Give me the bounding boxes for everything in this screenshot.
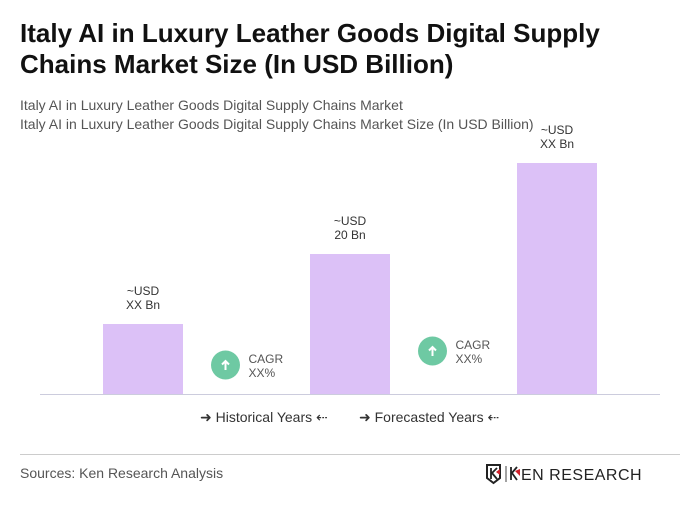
legend-label: Historical Years (215, 409, 313, 425)
data-label: XX Bn (126, 298, 160, 312)
data-label: XX Bn (540, 137, 574, 151)
bar (310, 254, 390, 394)
bar (103, 324, 183, 394)
arrow-right-icon: ➜ (359, 409, 371, 425)
source-text: Sources: Ken Research Analysis (20, 465, 224, 481)
cagr-label: XX% (249, 366, 276, 380)
cagr-label: CAGR (456, 338, 491, 352)
data-label: ~USD (334, 214, 367, 228)
bar (517, 163, 597, 394)
arrow-right-icon: ➜ (200, 409, 212, 425)
cagr-label: CAGR (249, 352, 284, 366)
data-label: 20 Bn (334, 228, 365, 242)
arrow-up-icon (428, 345, 437, 356)
page-title: Italy AI in Luxury Leather Goods Digital… (20, 18, 600, 79)
arrow-left-icon: ⇠ (316, 409, 328, 425)
svg-text:EN RESEARCH: EN RESEARCH (521, 467, 642, 484)
arrow-left-icon: ⇠ (487, 409, 500, 425)
cagr-label: XX% (456, 352, 483, 366)
data-label: ~USD (127, 284, 160, 298)
legend-historical: ➜ Historical Years ⇠ (200, 409, 328, 426)
ken-research-logo: EN RESEARCH (485, 463, 660, 490)
legend-label: Forecasted Years (374, 409, 484, 425)
data-label: ~USD (541, 123, 574, 137)
chart-subtitle: Italy AI in Luxury Leather Goods Digital… (20, 116, 534, 132)
arrow-up-icon (221, 359, 230, 370)
footer-divider (20, 454, 680, 455)
legend-forecasted: ➜ Forecasted Years ⇠ (359, 409, 499, 426)
subtitle: Italy AI in Luxury Leather Goods Digital… (20, 97, 403, 113)
